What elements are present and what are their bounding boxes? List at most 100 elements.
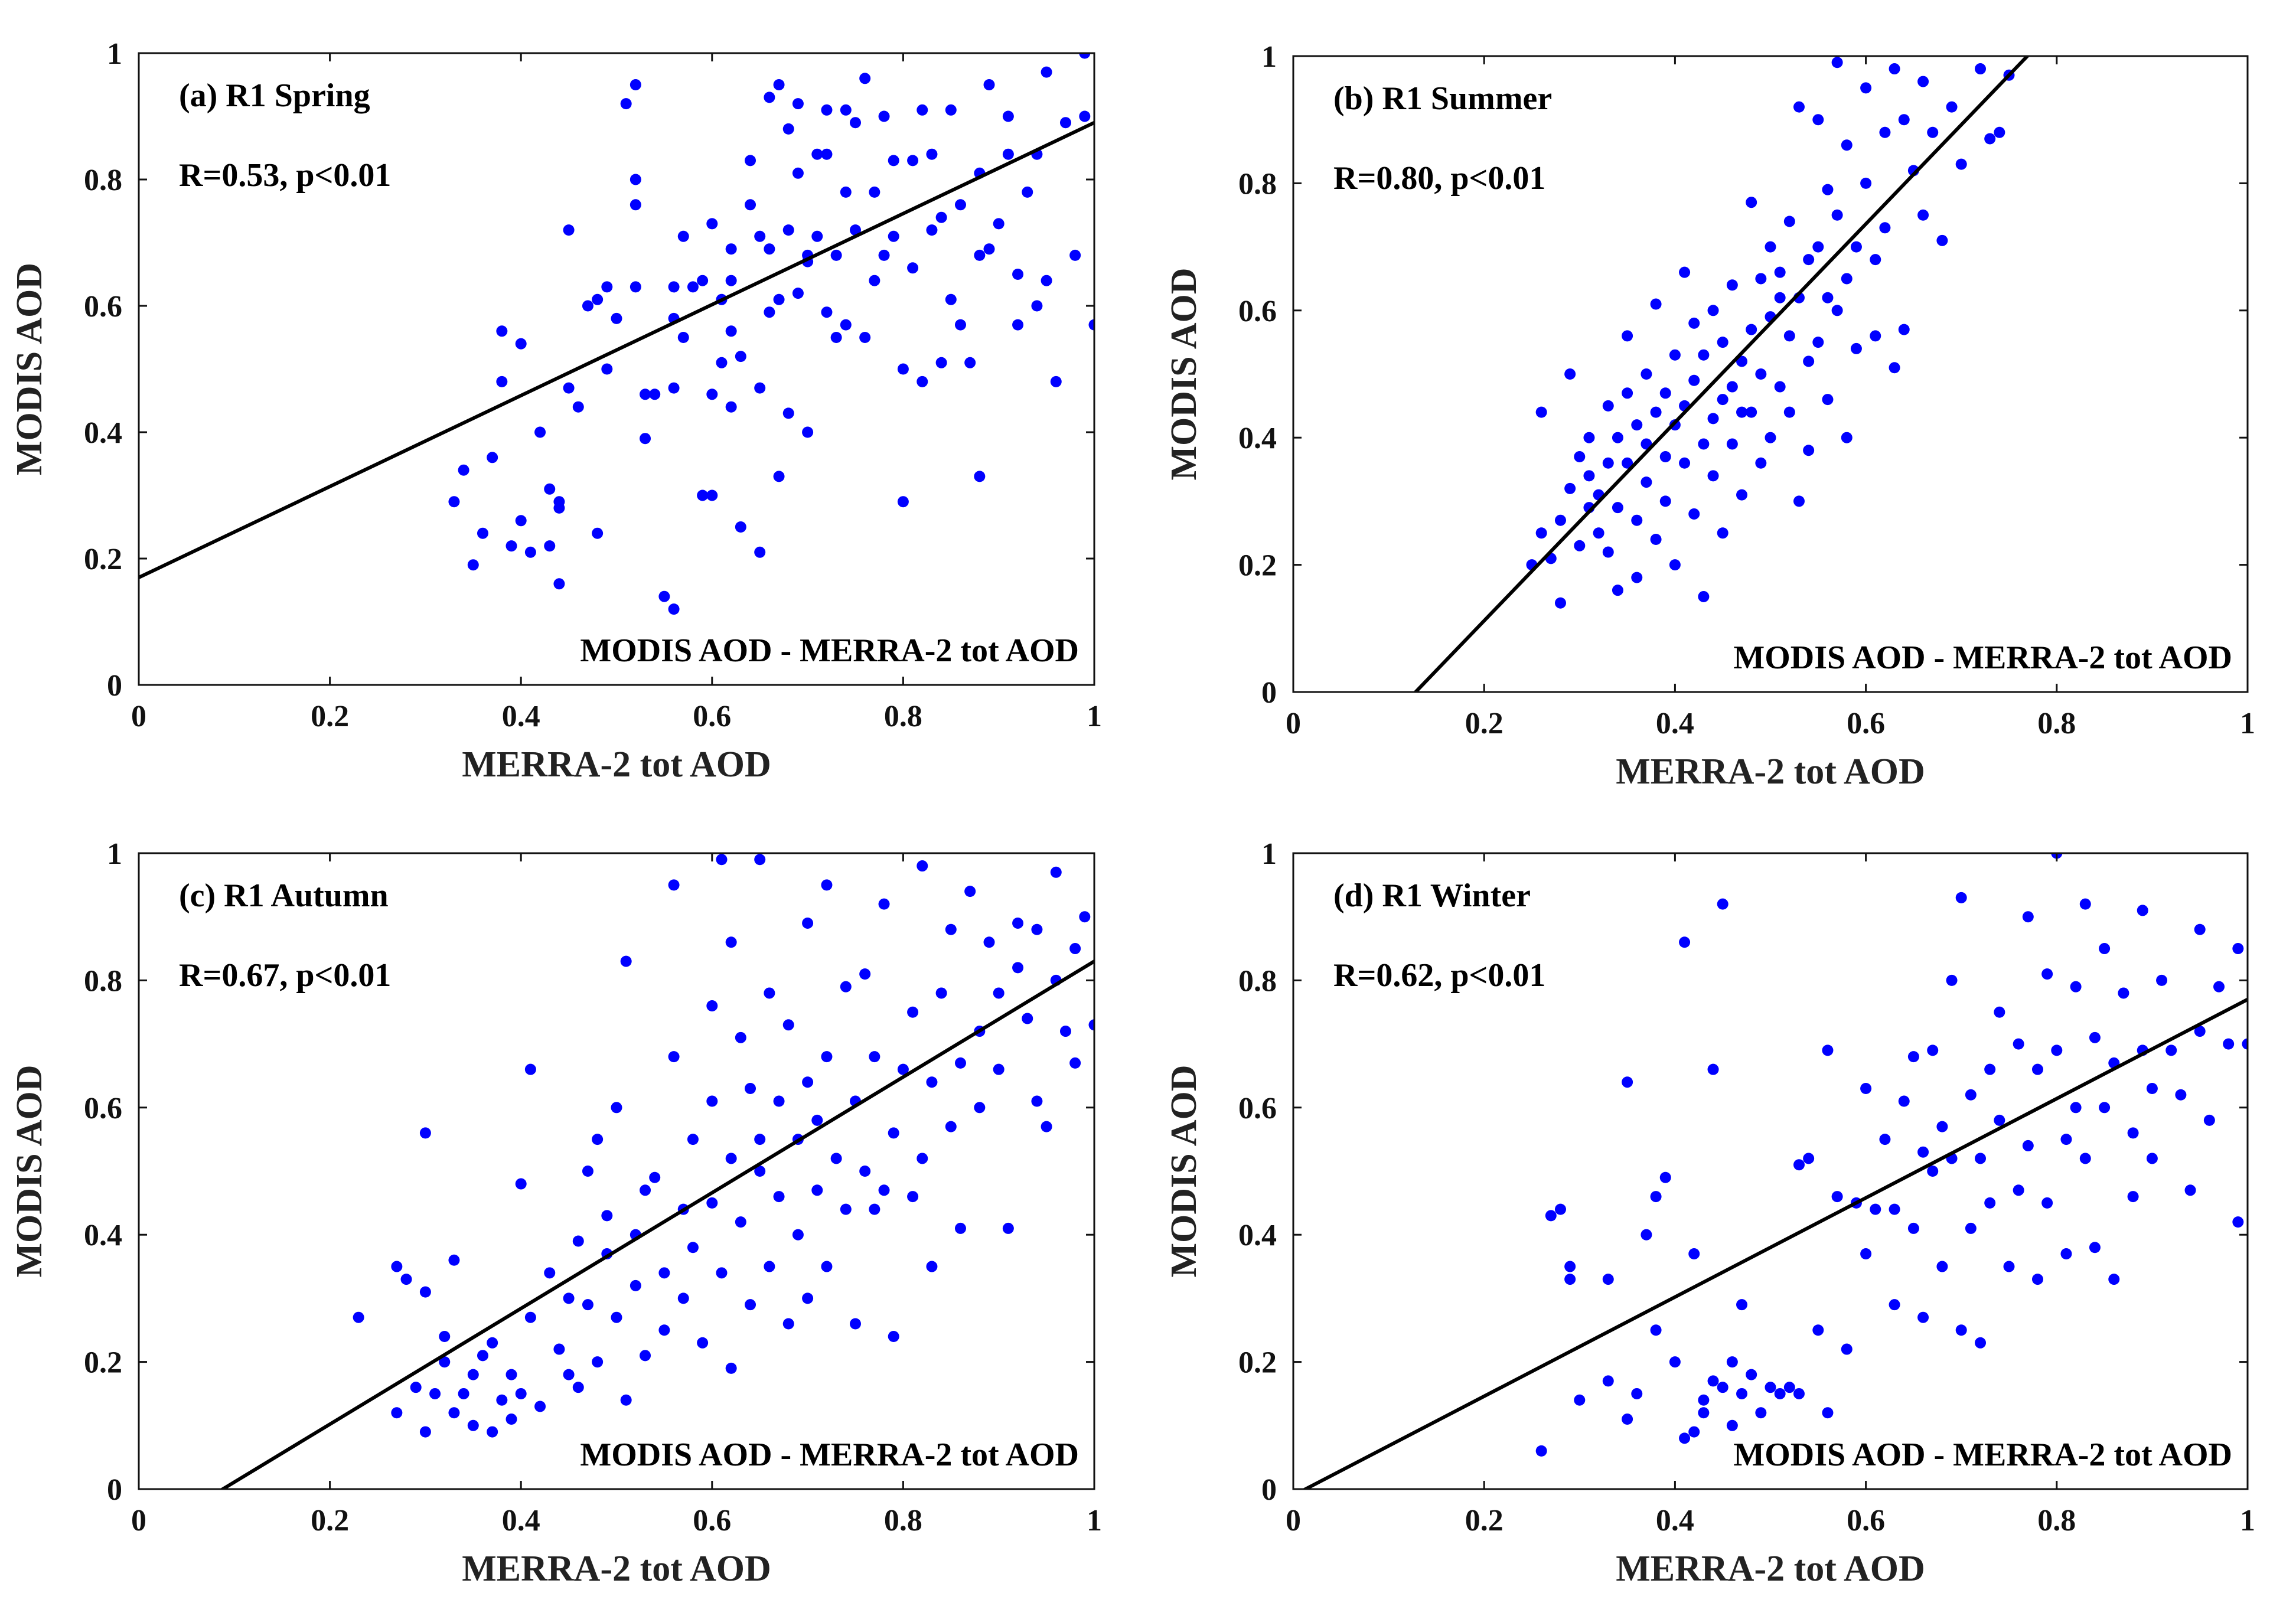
scatter-point — [1927, 126, 1939, 138]
scatter-point — [697, 275, 709, 286]
scatter-point — [544, 1267, 556, 1279]
scatter-point — [1031, 923, 1043, 935]
scatter-point — [1069, 1057, 1081, 1069]
scatter-point — [353, 1311, 364, 1323]
scatter-point — [496, 1394, 508, 1406]
scatter-point — [1831, 305, 1843, 316]
scatter-point — [1574, 540, 1586, 551]
scatter-point — [773, 293, 785, 305]
x-tick-label: 1 — [1087, 700, 1102, 733]
scatter-point — [2194, 923, 2206, 935]
scatter-point — [1698, 438, 1710, 450]
scatter-point — [1870, 330, 1881, 342]
scatter-point — [907, 1191, 919, 1203]
scatter-point — [2089, 1032, 2101, 1043]
scatter-point — [1812, 337, 1824, 348]
scatter-point — [1041, 1121, 1052, 1132]
scatter-point — [821, 1051, 833, 1063]
scatter-point — [1746, 406, 1757, 418]
scatter-point — [1917, 1146, 1929, 1158]
scatter-point — [1898, 1095, 1910, 1107]
y-tick-label: 0.2 — [84, 543, 122, 576]
scatter-point — [429, 1388, 441, 1399]
scatter-point — [630, 1279, 641, 1291]
scatter-point — [773, 1191, 785, 1203]
scatter-point — [907, 155, 919, 167]
scatter-point — [1564, 482, 1576, 494]
scatter-point — [601, 1210, 613, 1222]
scatter-point — [1898, 114, 1910, 126]
scatter-point — [1765, 241, 1776, 253]
y-tick-label: 0.8 — [84, 164, 122, 197]
scatter-point — [1726, 1419, 1738, 1431]
scatter-point — [563, 1369, 575, 1380]
scatter-point — [1860, 82, 1872, 94]
scatter-point — [572, 1235, 584, 1247]
scatter-point — [735, 521, 746, 533]
scatter-point — [1059, 1026, 1071, 1037]
scatter-point — [1946, 974, 1958, 986]
scatter-point — [1698, 349, 1710, 361]
scatter-point — [1822, 292, 1834, 303]
scatter-point — [1069, 943, 1081, 955]
scatter-point — [1650, 298, 1662, 310]
scatter-point — [1822, 1407, 1834, 1419]
scatter-point — [1765, 1382, 1776, 1393]
scatter-point — [821, 879, 833, 891]
scatter-point — [917, 1153, 928, 1164]
scatter-point — [1707, 1063, 1719, 1075]
x-tick-label: 0.2 — [311, 1504, 349, 1538]
scatter-point — [954, 1222, 966, 1234]
scatter-point — [1955, 1324, 1967, 1336]
scatter-point — [467, 1369, 479, 1380]
y-tick-label: 1 — [107, 37, 122, 71]
scatter-point — [792, 98, 804, 110]
scatter-point — [1669, 1356, 1681, 1368]
scatter-point — [1698, 1394, 1710, 1406]
scatter-point — [1717, 394, 1728, 406]
scatter-point — [1707, 305, 1719, 316]
scatter-point — [1622, 1414, 1633, 1425]
scatter-point — [2070, 1102, 2082, 1114]
scatter-point — [1841, 432, 1853, 443]
scatter-point — [1812, 1324, 1824, 1336]
scatter-point — [2079, 898, 2091, 910]
x-tick-label: 0.2 — [311, 700, 349, 733]
scatter-point — [1650, 534, 1662, 546]
scatter-point — [1889, 362, 1900, 374]
y-tick-label: 0 — [1261, 1473, 1277, 1507]
scatter-point — [754, 1166, 766, 1177]
scatter-point — [668, 1051, 680, 1063]
scatter-point — [1879, 222, 1891, 234]
scatter-point — [811, 1184, 823, 1196]
x-tick-label: 0.8 — [884, 1504, 922, 1538]
scatter-point — [1822, 394, 1834, 406]
scatter-point — [2127, 1191, 2139, 1203]
scatter-point — [640, 1350, 651, 1362]
scatter-point — [926, 1261, 938, 1272]
scatter-point — [1707, 413, 1719, 425]
y-tick-label: 0.4 — [1238, 1219, 1277, 1252]
scatter-point — [1927, 1166, 1939, 1177]
scatter-point — [840, 186, 852, 198]
scatter-point — [2137, 905, 2148, 916]
x-tick-label: 1 — [1087, 1504, 1102, 1538]
y-tick-label: 0 — [1261, 676, 1277, 710]
scatter-point — [630, 174, 641, 185]
scatter-point — [524, 1311, 536, 1323]
scatter-points — [448, 53, 1094, 615]
scatter-point — [391, 1407, 403, 1419]
scatter-point — [754, 854, 766, 866]
y-tick-label: 1 — [1261, 837, 1277, 871]
panel-title: (d) R1 Winter — [1333, 877, 1531, 914]
scatter-point — [1612, 502, 1623, 514]
scatter-point — [630, 199, 641, 211]
plot-area — [139, 53, 1094, 685]
scatter-points — [353, 854, 1094, 1438]
series-note: MODIS AOD - MERRA-2 tot AOD — [1733, 1437, 2232, 1473]
scatter-point — [1650, 406, 1662, 418]
scatter-point — [1564, 368, 1576, 380]
scatter-point — [1612, 432, 1623, 443]
scatter-point — [773, 79, 785, 90]
scatter-point — [630, 79, 641, 90]
